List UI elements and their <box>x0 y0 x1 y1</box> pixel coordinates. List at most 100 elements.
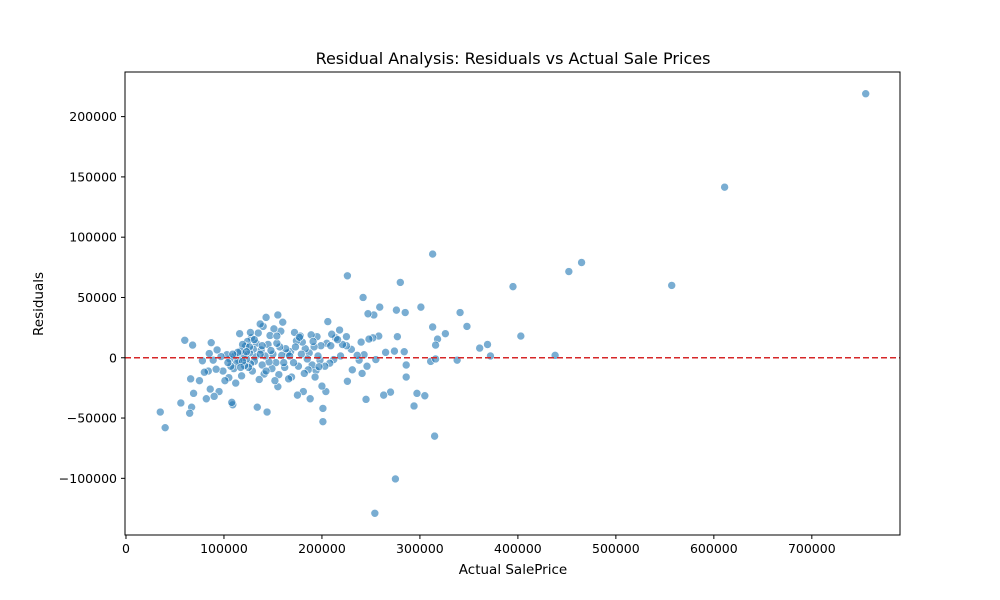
data-point <box>317 381 327 391</box>
data-point <box>261 313 271 322</box>
data-point <box>379 390 388 400</box>
data-point <box>305 394 315 404</box>
data-point <box>252 402 262 412</box>
data-point <box>228 349 238 359</box>
data-point <box>270 376 280 385</box>
data-point <box>364 334 374 344</box>
data-point <box>257 360 267 370</box>
data-point <box>396 278 405 287</box>
data-point <box>400 308 410 317</box>
data-point <box>310 372 320 382</box>
data-point <box>291 342 300 352</box>
data-point <box>326 341 336 351</box>
plot-frame <box>124 71 901 536</box>
data-point <box>475 343 484 353</box>
data-point <box>255 319 265 329</box>
data-point <box>431 340 440 350</box>
data-point <box>202 394 211 404</box>
data-point <box>401 360 411 370</box>
data-point <box>390 346 399 356</box>
data-point <box>155 407 165 417</box>
data-point <box>564 267 574 276</box>
data-point <box>293 390 302 400</box>
data-point <box>462 322 472 331</box>
data-point <box>577 258 586 267</box>
data-point <box>431 354 440 364</box>
data-point <box>261 366 271 376</box>
data-point <box>483 340 492 349</box>
x-axis-label: Actual SalePrice <box>459 562 567 578</box>
data-point <box>223 358 233 367</box>
y-tick-label: 200000 <box>69 109 117 124</box>
data-point <box>231 378 241 388</box>
data-point <box>284 374 293 384</box>
data-point <box>160 423 170 432</box>
x-axis: 0 100000 200000 300000 400000 500000 600000 700… <box>122 535 836 556</box>
data-point <box>441 329 450 338</box>
x-tick-label: 100000 <box>200 541 248 556</box>
y-tick-label: −100000 <box>59 471 117 486</box>
data-point <box>375 302 385 312</box>
data-point <box>279 358 289 367</box>
data-point <box>206 338 216 347</box>
data-point <box>273 310 283 320</box>
data-point <box>237 371 246 381</box>
y-tick-label: 150000 <box>69 169 117 184</box>
data-point <box>227 398 237 407</box>
data-point <box>308 337 318 346</box>
data-point <box>266 346 276 355</box>
data-point <box>295 332 304 342</box>
data-point <box>186 374 195 384</box>
data-point <box>212 345 222 355</box>
data-point <box>200 367 209 377</box>
y-tick-label: −50000 <box>67 411 117 426</box>
data-point <box>335 325 344 335</box>
data-point <box>176 398 186 408</box>
data-point <box>412 389 422 398</box>
data-point <box>516 331 526 341</box>
data-point <box>362 361 372 371</box>
x-tick-label: 600000 <box>690 541 738 556</box>
data-point <box>318 417 328 426</box>
data-point <box>393 332 402 341</box>
data-point <box>235 329 244 338</box>
data-point <box>409 401 419 411</box>
y-axis-label: Residuals <box>31 272 47 336</box>
points-layer <box>155 89 871 518</box>
data-point <box>289 358 298 367</box>
data-point <box>428 322 437 332</box>
data-point <box>428 249 437 259</box>
data-point <box>720 182 729 192</box>
x-tick-label: 700000 <box>788 541 836 556</box>
data-point <box>342 332 351 341</box>
y-tick-label: 100000 <box>69 230 117 245</box>
data-point <box>430 431 439 441</box>
data-point <box>391 474 400 484</box>
x-tick-label: 300000 <box>396 541 444 556</box>
data-point <box>363 309 373 319</box>
data-point <box>205 384 215 394</box>
data-point <box>272 338 282 348</box>
y-tick-label: 50000 <box>77 290 117 305</box>
data-point <box>486 351 495 361</box>
data-point <box>416 302 426 312</box>
data-point <box>180 335 190 345</box>
data-point <box>236 363 245 372</box>
x-tick-label: 500000 <box>592 541 640 556</box>
data-point <box>455 308 465 317</box>
x-tick-label: 200000 <box>298 541 346 556</box>
data-point <box>297 349 306 359</box>
data-point <box>211 364 221 374</box>
data-point <box>209 392 219 401</box>
data-point <box>204 349 214 358</box>
data-point <box>278 317 288 327</box>
data-point <box>285 351 294 361</box>
data-point <box>667 281 677 290</box>
x-tick-label: 400000 <box>494 541 542 556</box>
data-point <box>246 328 255 337</box>
data-point <box>250 335 259 344</box>
data-point <box>861 89 871 99</box>
data-point <box>257 341 267 351</box>
data-point <box>508 282 518 291</box>
